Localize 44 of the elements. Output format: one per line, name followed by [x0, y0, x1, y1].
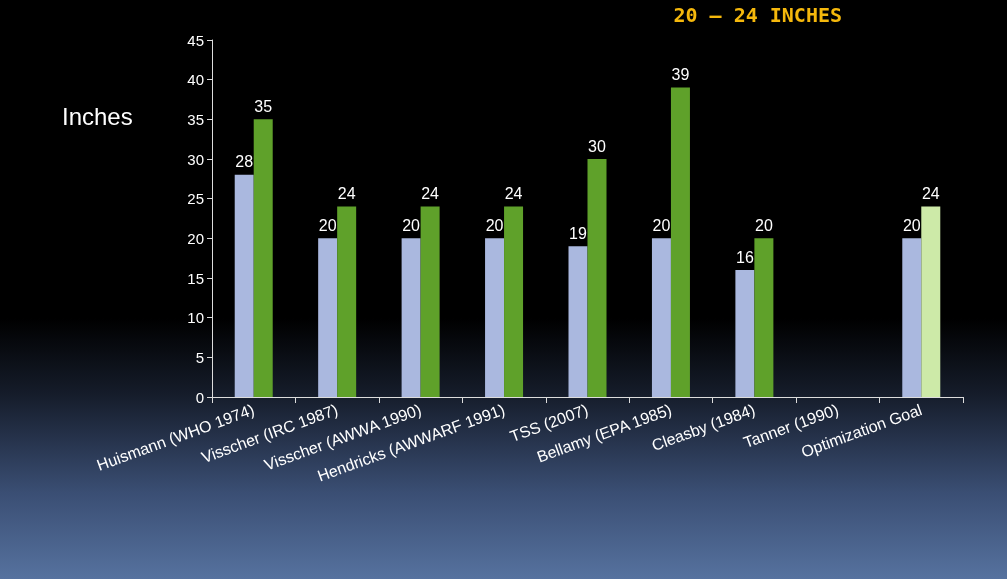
- data-label: 20: [902, 216, 921, 234]
- data-label: 24: [921, 185, 940, 203]
- bar: [504, 206, 524, 397]
- y-tick-label: 40: [187, 71, 204, 89]
- bar: [670, 87, 690, 397]
- data-label: 24: [421, 185, 440, 203]
- data-label: 16: [735, 248, 754, 266]
- data-label: 30: [588, 137, 606, 155]
- data-label: 20: [318, 216, 337, 234]
- data-label: 24: [337, 185, 356, 203]
- y-tick-label: 10: [187, 309, 204, 327]
- data-label: 20: [485, 216, 504, 234]
- data-label: 20: [754, 216, 773, 234]
- data-label: 20: [652, 216, 671, 234]
- y-tick-label: 45: [187, 31, 204, 49]
- y-tick-label: 0: [195, 388, 204, 406]
- bar: [735, 270, 755, 397]
- bar: [253, 119, 273, 397]
- y-tick-label: 20: [187, 229, 204, 247]
- bar: [902, 238, 922, 397]
- chart-title: 20 – 24 INCHES: [673, 3, 842, 27]
- y-tick-label: 30: [187, 150, 204, 168]
- data-label: 20: [402, 216, 421, 234]
- bar: [921, 206, 941, 397]
- y-tick-label: 35: [187, 110, 204, 128]
- data-label: 24: [504, 185, 523, 203]
- bar: [651, 238, 671, 397]
- y-tick-label: 5: [195, 348, 204, 366]
- y-tick-label: 15: [187, 269, 204, 287]
- data-label: 35: [254, 97, 273, 115]
- bar: [420, 206, 440, 397]
- data-label: 28: [235, 153, 254, 171]
- data-label: 19: [569, 224, 587, 242]
- y-tick-label: 25: [187, 190, 204, 208]
- bar: [401, 238, 421, 397]
- bar: [754, 238, 774, 397]
- bar: [568, 246, 588, 397]
- bar: [318, 238, 338, 397]
- bar: [337, 206, 357, 397]
- data-label: 39: [671, 66, 690, 84]
- bar: [485, 238, 505, 397]
- y-axis-title: Inches: [62, 102, 133, 130]
- bar: [234, 174, 254, 397]
- bar: [587, 159, 607, 397]
